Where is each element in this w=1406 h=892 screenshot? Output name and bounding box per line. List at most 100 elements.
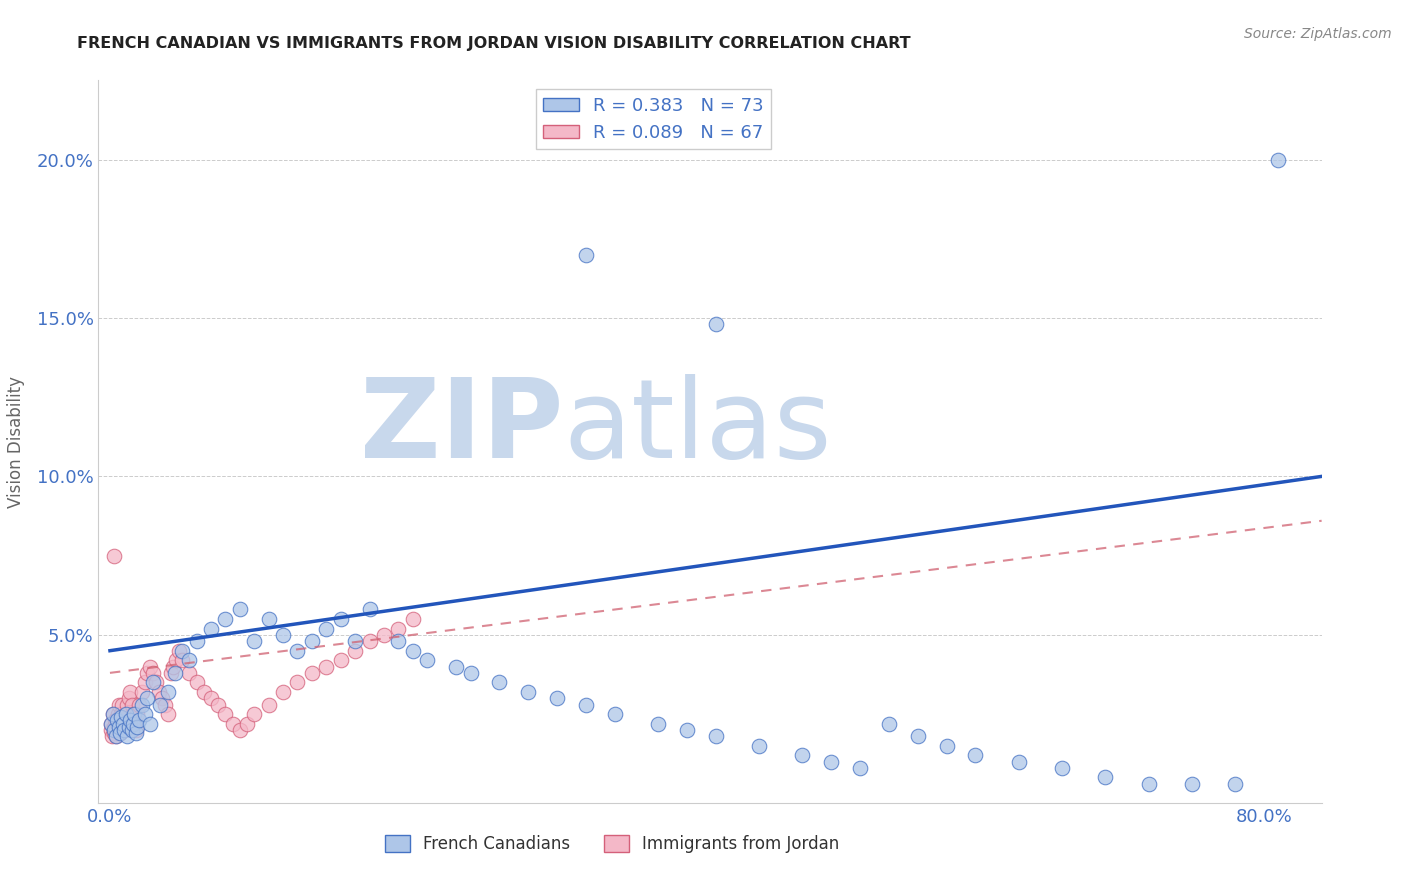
- Point: [128, 698, 150, 712]
- Point: [104, 723, 127, 737]
- Point: [165, 653, 187, 667]
- Point: [329, 653, 352, 667]
- Point: [1008, 755, 1031, 769]
- Point: [145, 675, 167, 690]
- Point: [128, 714, 150, 728]
- Point: [105, 716, 128, 731]
- Point: [111, 716, 134, 731]
- Point: [257, 612, 280, 626]
- Point: [114, 707, 136, 722]
- Point: [214, 707, 236, 722]
- Point: [373, 628, 395, 642]
- Point: [108, 726, 131, 740]
- Point: [127, 720, 149, 734]
- Point: [488, 675, 510, 690]
- Point: [186, 675, 208, 690]
- Point: [136, 665, 159, 680]
- Point: [134, 707, 156, 722]
- Point: [287, 675, 309, 690]
- Point: [359, 634, 381, 648]
- Point: [107, 720, 129, 734]
- Point: [127, 707, 149, 722]
- Point: [877, 716, 900, 731]
- Point: [134, 675, 156, 690]
- Point: [156, 707, 179, 722]
- Text: Source: ZipAtlas.com: Source: ZipAtlas.com: [1244, 27, 1392, 41]
- Point: [110, 710, 132, 724]
- Point: [125, 726, 148, 740]
- Point: [221, 716, 243, 731]
- Point: [110, 720, 132, 734]
- Point: [118, 691, 141, 706]
- Point: [387, 634, 409, 648]
- Point: [676, 723, 699, 737]
- Point: [179, 665, 201, 680]
- Point: [792, 748, 814, 763]
- Point: [517, 685, 540, 699]
- Point: [162, 659, 184, 673]
- Point: [122, 707, 145, 722]
- Point: [105, 714, 128, 728]
- Point: [546, 691, 568, 706]
- Point: [907, 729, 929, 743]
- Point: [359, 602, 381, 616]
- Point: [111, 716, 134, 731]
- Point: [112, 714, 135, 728]
- Point: [748, 739, 770, 753]
- Point: [121, 723, 143, 737]
- Point: [149, 698, 172, 712]
- Point: [100, 723, 122, 737]
- Point: [1094, 771, 1116, 785]
- Point: [124, 716, 146, 731]
- Point: [101, 729, 124, 743]
- Point: [229, 602, 252, 616]
- Point: [344, 634, 367, 648]
- Point: [124, 707, 146, 722]
- Point: [110, 707, 132, 722]
- Point: [117, 698, 139, 712]
- Point: [387, 622, 409, 636]
- Point: [150, 691, 173, 706]
- Point: [315, 659, 337, 673]
- Point: [243, 707, 266, 722]
- Point: [243, 634, 266, 648]
- Point: [142, 665, 165, 680]
- Point: [104, 714, 127, 728]
- Point: [139, 659, 162, 673]
- Point: [1223, 777, 1246, 791]
- Point: [167, 643, 190, 657]
- Point: [163, 665, 186, 680]
- Point: [1050, 761, 1073, 775]
- Point: [118, 720, 141, 734]
- Point: [704, 729, 727, 743]
- Point: [100, 716, 122, 731]
- Point: [820, 755, 842, 769]
- Point: [156, 685, 179, 699]
- Point: [112, 723, 135, 737]
- Point: [104, 729, 127, 743]
- Point: [416, 653, 439, 667]
- Point: [131, 685, 153, 699]
- Point: [236, 716, 259, 731]
- Point: [131, 698, 153, 712]
- Point: [1137, 777, 1160, 791]
- Point: [100, 716, 122, 731]
- Point: [114, 707, 136, 722]
- Y-axis label: Vision Disability: Vision Disability: [7, 376, 25, 508]
- Point: [575, 247, 598, 261]
- Point: [344, 643, 367, 657]
- Point: [107, 707, 129, 722]
- Text: ZIP: ZIP: [360, 374, 564, 481]
- Point: [101, 707, 124, 722]
- Point: [117, 729, 139, 743]
- Text: atlas: atlas: [564, 374, 832, 481]
- Point: [271, 628, 294, 642]
- Point: [103, 723, 125, 737]
- Point: [125, 723, 148, 737]
- Point: [112, 723, 135, 737]
- Point: [647, 716, 669, 731]
- Legend: French Canadians, Immigrants from Jordan: French Canadians, Immigrants from Jordan: [378, 828, 846, 860]
- Point: [101, 707, 124, 722]
- Point: [108, 716, 131, 731]
- Point: [193, 685, 215, 699]
